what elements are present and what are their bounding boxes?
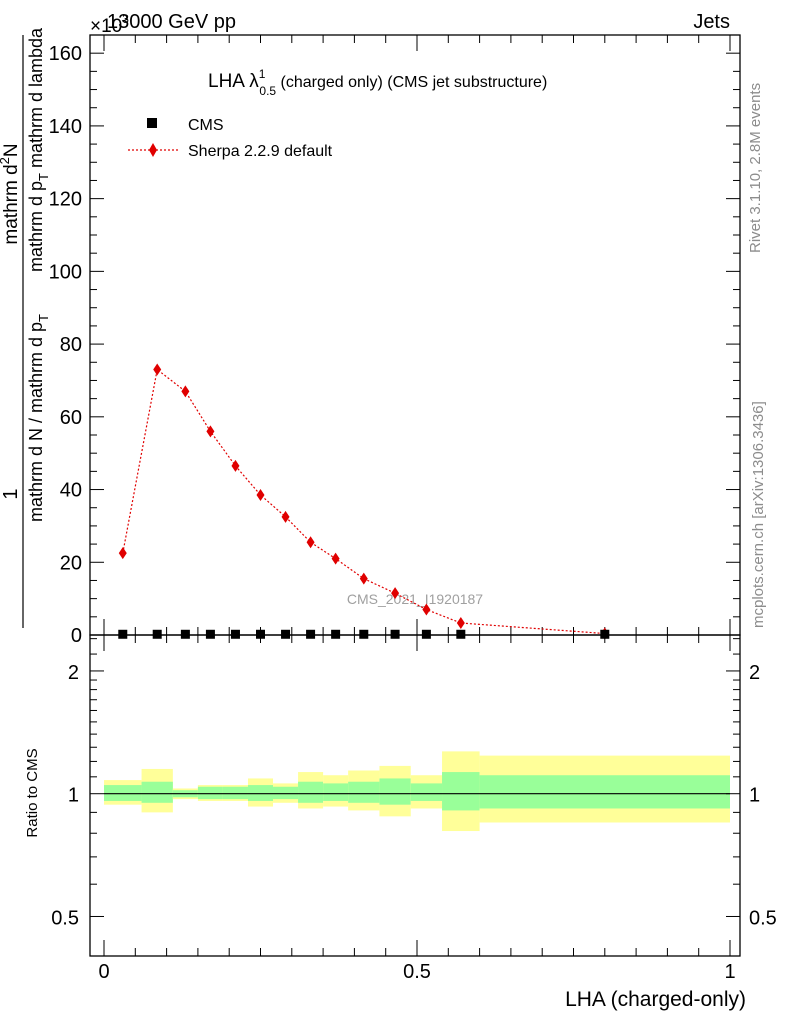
xlabel: LHA (charged-only) [565, 988, 746, 1011]
cms-point [306, 629, 316, 639]
ylabel-a-numerator: 1 [0, 488, 22, 499]
ratio-y-tick-label: 1 [68, 785, 79, 807]
main-y-tick-label: 40 [60, 480, 82, 502]
watermark: CMS_2021_I1920187 [347, 591, 483, 607]
exponent-label: ×103 [90, 12, 129, 37]
cms-point [152, 629, 162, 639]
header-right: Jets [693, 11, 730, 33]
cms-point [205, 629, 215, 639]
legend-label-sherpa: Sherpa 2.2.9 default [188, 143, 333, 160]
ratio-band-inner [348, 781, 380, 803]
ratio-band-inner [247, 785, 274, 801]
sherpa-point [422, 603, 431, 616]
main-y-tick-label: 140 [49, 116, 82, 138]
sherpa-point [231, 459, 240, 472]
ratio-y-tick-label: 0.5 [51, 907, 79, 929]
legend-marker-sherpa [149, 143, 157, 157]
sherpa-series [118, 363, 609, 640]
sherpa-point [331, 552, 340, 565]
sherpa-point [281, 510, 290, 523]
ratio-plot-frame [89, 634, 741, 957]
main-y-tick-label: 80 [60, 334, 82, 356]
sherpa-line [122, 368, 605, 635]
ratio-x-ticks: 0 0.5 1 [98, 635, 736, 983]
cms-point [456, 629, 466, 639]
ratio-x-tick-label: 0.5 [403, 961, 431, 983]
ratio-band-inner [479, 775, 730, 809]
sherpa-point [306, 536, 315, 549]
sherpa-point [153, 363, 162, 376]
main-y-tick-label: 20 [60, 552, 82, 574]
ratio-band-inner [410, 783, 443, 801]
main-y-ticks: 0 20 40 60 80 100 120 140 160 [49, 34, 740, 647]
ratio-plot-panel: 0.5 0.51 12 2 0 0.5 1 Ratio to CMS LHA (charg… [24, 634, 777, 1011]
ratio-band-inner [442, 772, 480, 811]
ratio-x-tick-label: 1 [724, 961, 735, 983]
cms-point [256, 629, 265, 639]
sherpa-point [118, 547, 127, 560]
ratio-y-ticks: 0.5 0.5 1 1 2 2 [51, 638, 777, 929]
main-y-tick-label: 120 [49, 189, 82, 211]
ratio-y-tick-label-right: 0.5 [749, 907, 777, 929]
legend: CMS Sherpa 2.2.9 default [128, 117, 333, 160]
ratio-band-inner [141, 781, 173, 803]
ratio-y-tick-label-right: 1 [749, 785, 760, 807]
ratio-bands [104, 751, 730, 832]
sherpa-point [256, 489, 265, 501]
ylabel-b-numerator: mathrm d2N [0, 143, 22, 244]
cms-point [359, 629, 369, 639]
cms-point [230, 629, 240, 639]
legend-marker-cms [147, 118, 157, 128]
cms-point [421, 629, 431, 639]
main-y-tick-label: 60 [60, 407, 82, 429]
ratio-band-inner [222, 786, 248, 800]
ylabel-a-denominator: mathrm d N / mathrm d pT [26, 314, 51, 522]
sherpa-point [391, 587, 400, 600]
cms-point [600, 629, 610, 639]
sherpa-point [456, 617, 465, 629]
ratio-band-inner [273, 786, 299, 800]
ratio-ylabel: Ratio to CMS [24, 748, 41, 837]
cms-point [180, 629, 190, 639]
rivet-version: Rivet 3.1.10, 2.8M events [747, 83, 764, 253]
ratio-x-tick-label: 0 [98, 961, 109, 983]
ratio-band-inner [379, 778, 411, 805]
cms-point [118, 629, 128, 639]
ratio-band-inner [197, 786, 223, 800]
header-left: 13000 GeV pp [107, 11, 236, 33]
ratio-band-inner [104, 785, 142, 801]
main-y-tick-label: 160 [49, 43, 82, 65]
main-x-ticks [103, 35, 731, 635]
main-y-tick-label: 100 [49, 261, 82, 283]
cms-point [281, 629, 291, 639]
sherpa-point [359, 572, 368, 585]
main-y-tick-label: 0 [71, 625, 82, 647]
cms-point [331, 629, 341, 639]
main-ylabel: 1 mathrm d N / mathrm d pT mathrm d2N ma… [0, 27, 51, 628]
sherpa-point [206, 425, 215, 438]
ratio-band-inner [298, 781, 324, 803]
mcplots-credit: mcplots.cern.ch [arXiv:1306.3436] [750, 401, 767, 628]
legend-label-cms: CMS [188, 117, 224, 134]
sherpa-point [181, 385, 190, 398]
cms-series [118, 629, 610, 639]
ratio-band-inner [323, 783, 349, 801]
ratio-y-tick-label: 2 [68, 662, 79, 684]
main-plot-panel: 0 20 40 60 80 100 120 140 160 LHA λ1 0.5 (charged… [49, 34, 741, 647]
ylabel-b-denominator: mathrm d pT mathrm d lambda [26, 27, 51, 272]
ratio-y-tick-label-right: 2 [749, 662, 760, 684]
main-title: LHA λ1 0.5 (charged only) (CMS jet substr… [208, 67, 547, 98]
cms-point [390, 629, 400, 639]
